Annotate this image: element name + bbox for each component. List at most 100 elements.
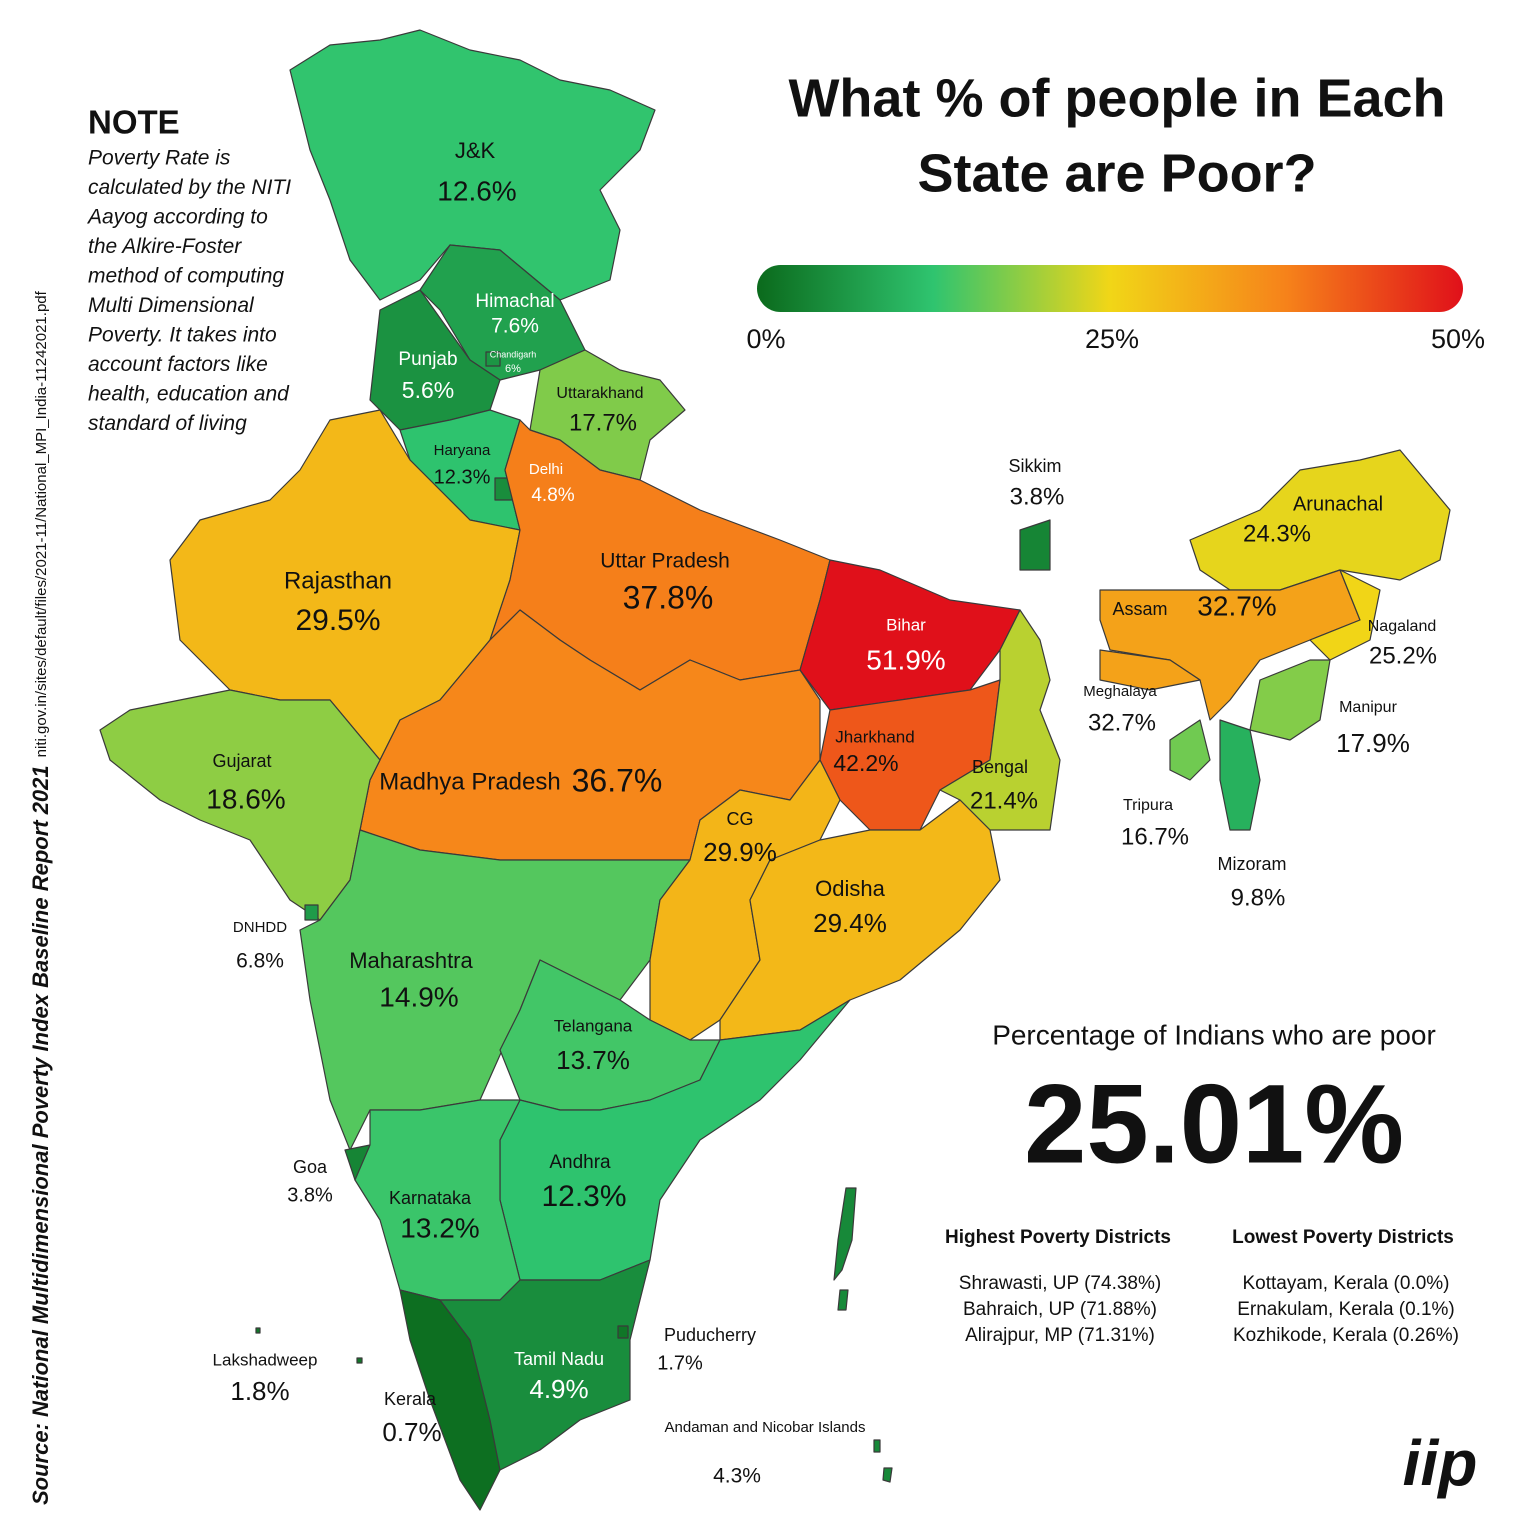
title: State are Poor? xyxy=(917,143,1316,203)
state-value: 18.6% xyxy=(206,783,285,814)
title: What % of people in Each xyxy=(788,68,1445,128)
state-value: 7.6% xyxy=(491,315,539,338)
state-name: Andaman and Nicobar Islands xyxy=(665,1419,866,1436)
note-line: Multi Dimensional xyxy=(88,294,255,317)
district-item: Alirajpur, MP (71.31%) xyxy=(965,1325,1155,1346)
state-name: Kerala xyxy=(384,1389,437,1409)
note-line: Poverty Rate is xyxy=(88,147,231,170)
state-name: Bihar xyxy=(886,615,926,634)
state-value: 5.6% xyxy=(402,377,454,403)
state-name: Meghalaya xyxy=(1083,683,1157,700)
summary-value: 25.01% xyxy=(1024,1062,1404,1187)
state-value: 12.3% xyxy=(541,1180,626,1213)
state-name: Telangana xyxy=(554,1016,633,1035)
state-value: 51.9% xyxy=(866,644,945,675)
state-name: Maharashtra xyxy=(349,948,473,973)
state-name: J&K xyxy=(455,138,496,163)
color-scale xyxy=(757,265,1463,312)
state-value: 29.5% xyxy=(295,604,380,637)
state-region xyxy=(419,244,586,381)
state-region xyxy=(873,1439,881,1453)
state-value: 17.9% xyxy=(1336,728,1410,758)
state-value: 37.8% xyxy=(623,579,714,615)
state-value: 21.4% xyxy=(970,787,1038,814)
state-region xyxy=(99,689,381,921)
state-name: Uttar Pradesh xyxy=(600,550,730,573)
state-value: 4.9% xyxy=(529,1374,588,1404)
state-value: 6.8% xyxy=(236,950,284,973)
state-name: Manipur xyxy=(1339,699,1397,716)
state-value: 29.4% xyxy=(813,908,887,938)
state-name: CG xyxy=(727,809,754,829)
state-name: Goa xyxy=(293,1157,328,1177)
state-name: Jharkhand xyxy=(835,727,914,746)
state-name: Nagaland xyxy=(1368,618,1437,635)
state-name: Delhi xyxy=(529,461,563,478)
state-name: Uttarakhand xyxy=(556,385,643,402)
district-item: Kottayam, Kerala (0.0%) xyxy=(1243,1273,1450,1294)
state-name: Haryana xyxy=(434,442,491,459)
map xyxy=(99,29,1451,1511)
state-value: 1.8% xyxy=(230,1376,289,1406)
state-region xyxy=(617,1325,629,1339)
state-name: Odisha xyxy=(815,876,885,901)
state-value: 12.6% xyxy=(437,175,516,206)
state-value: 6% xyxy=(505,363,521,375)
state-value: 25.2% xyxy=(1369,642,1437,669)
state-region xyxy=(439,1259,651,1471)
state-region xyxy=(289,29,656,301)
district-item: Bahraich, UP (71.88%) xyxy=(963,1299,1157,1320)
logo: iip xyxy=(1403,1427,1478,1499)
state-region xyxy=(1219,719,1261,831)
state-region xyxy=(255,1327,261,1334)
scale-tick-label: 50% xyxy=(1431,324,1485,354)
state-name: Tripura xyxy=(1123,797,1173,814)
state-name: Sikkim xyxy=(1009,456,1062,476)
state-region xyxy=(485,351,501,367)
district-heading: Highest Poverty Districts xyxy=(945,1227,1171,1248)
state-value: 24.3% xyxy=(1243,520,1311,547)
scale-tick-label: 25% xyxy=(1085,324,1139,354)
state-region xyxy=(882,1467,893,1483)
state-name: Gujarat xyxy=(212,751,271,771)
state-region xyxy=(1189,449,1451,591)
state-value: 29.9% xyxy=(703,837,777,867)
state-value: 13.7% xyxy=(556,1045,630,1075)
state-value: 0.7% xyxy=(382,1417,441,1447)
state-region xyxy=(833,1187,857,1281)
scale-tick-label: 0% xyxy=(746,324,785,354)
state-name: Arunachal xyxy=(1293,493,1383,515)
note-line: Aayog according to xyxy=(86,206,268,229)
note-line: standard of living xyxy=(88,412,247,435)
state-region xyxy=(304,904,319,921)
state-value: 1.7% xyxy=(657,1352,703,1374)
state-region xyxy=(1169,719,1211,781)
state-name: Tamil Nadu xyxy=(514,1349,604,1369)
state-value: 12.3% xyxy=(434,466,491,488)
state-region xyxy=(356,1357,363,1364)
note-heading: NOTE xyxy=(88,104,180,141)
state-value: 16.7% xyxy=(1121,823,1189,850)
state-region xyxy=(1019,519,1051,571)
state-value: 32.7% xyxy=(1197,590,1276,621)
state-name: Chandigarh xyxy=(490,349,537,359)
source-url: niti.gov.in/sites/default/files/2021-11/… xyxy=(33,290,50,757)
state-name: Andhra xyxy=(549,1152,611,1173)
district-item: Shrawasti, UP (74.38%) xyxy=(959,1273,1161,1294)
state-region xyxy=(939,609,1061,831)
state-value: 4.3% xyxy=(713,1465,761,1488)
state-name: Karnataka xyxy=(389,1188,472,1208)
district-heading: Lowest Poverty Districts xyxy=(1232,1227,1454,1248)
note-line: Poverty. It takes into xyxy=(88,324,277,347)
state-value: 3.8% xyxy=(287,1184,333,1206)
state-region xyxy=(299,829,691,1151)
source-label: Source: National Multidimensional Povert… xyxy=(28,765,53,1505)
note-line: the Alkire-Foster xyxy=(88,235,242,258)
state-value: 4.8% xyxy=(531,485,574,506)
source: Source: National Multidimensional Povert… xyxy=(28,290,53,1505)
state-value: 9.8% xyxy=(1231,884,1286,911)
summary-label: Percentage of Indians who are poor xyxy=(992,1019,1436,1050)
state-name: Himachal xyxy=(475,291,554,312)
state-region xyxy=(837,1289,849,1311)
